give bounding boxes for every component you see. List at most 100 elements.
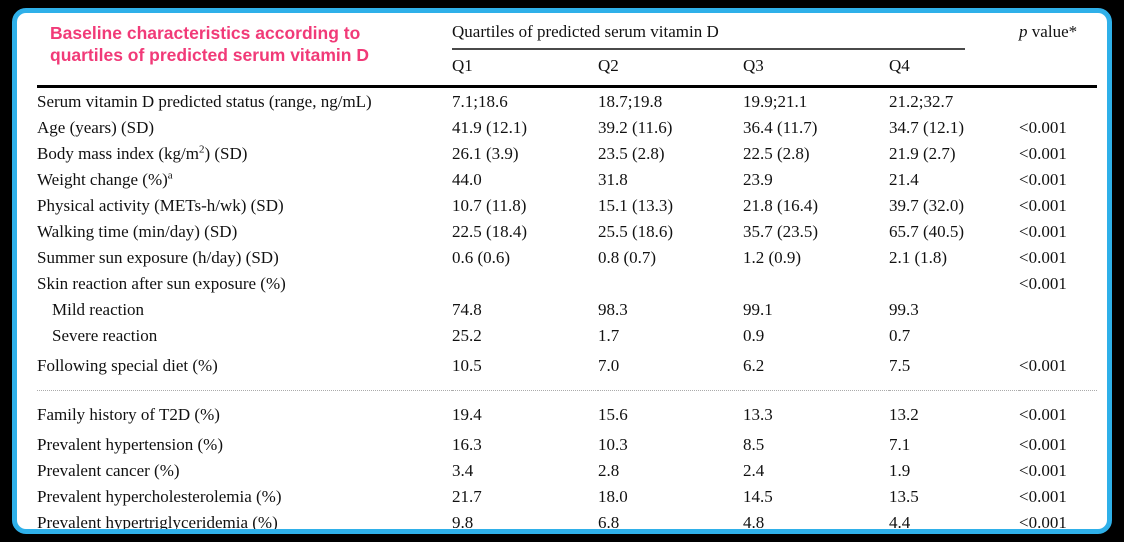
cell-q4: 21.9 (2.7) — [889, 144, 956, 163]
cell-q2: 25.5 (18.6) — [598, 222, 674, 241]
column-header-q4: Q4 — [889, 56, 1020, 88]
quartiles-group-label: Quartiles of predicted serum vitamin D — [452, 22, 966, 50]
cell-q2: 2.8 — [598, 461, 620, 480]
cell-q2 — [598, 270, 743, 296]
cell-q3: 6.2 — [743, 348, 889, 391]
label-superscript: a — [167, 169, 173, 182]
quartiles-group-header: Quartiles of predicted serum vitamin D — [452, 16, 1019, 56]
cell-p: <0.001 — [1019, 196, 1067, 215]
row-label: Prevalent hypertension (%) — [37, 435, 223, 454]
table-row: Severe reaction 25.2 1.7 0.9 0.7 — [37, 322, 1097, 348]
p-header-rest: value* — [1027, 22, 1078, 41]
cell-q2: 15.1 (13.3) — [598, 196, 674, 215]
p-value-header: p value* — [1019, 16, 1097, 56]
cell-q2: 23.5 (2.8) — [598, 144, 665, 163]
cell-q3: 36.4 (11.7) — [743, 118, 818, 137]
cell-q2: 31.8 — [598, 170, 628, 189]
cell-q1: 44.0 — [452, 170, 482, 189]
cell-q2: 15.6 — [598, 405, 628, 424]
p-header-italic: p — [1019, 22, 1028, 41]
header-quartile-row: Q1 Q2 Q3 Q4 — [37, 56, 1097, 88]
row-label: Prevalent cancer (%) — [37, 461, 180, 480]
cell-q1: 25.2 — [452, 326, 482, 345]
cell-q3: 0.9 — [743, 326, 765, 345]
cell-q4: 21.2;32.7 — [889, 92, 954, 111]
cell-q1: 0.6 (0.6) — [452, 248, 511, 267]
cell-p: <0.001 — [1019, 513, 1067, 532]
table-frame: Baseline characteristics according to qu… — [12, 8, 1112, 534]
cell-q1 — [452, 270, 598, 296]
cell-p: <0.001 — [1019, 435, 1067, 454]
cell-q4: 21.4 — [889, 170, 919, 189]
row-label: Summer sun exposure (h/day) (SD) — [37, 248, 279, 267]
cell-q3: 35.7 (23.5) — [743, 222, 819, 241]
row-label: Severe reaction — [52, 326, 158, 345]
row-label: Prevalent hypercholesterolemia (%) — [37, 487, 282, 506]
table-row: Age (years) (SD) 41.9 (12.1) 39.2 (11.6) 36… — [37, 114, 1097, 140]
table-row: Skin reaction after sun exposure (%) <0.0… — [37, 270, 1097, 296]
cell-q4: 39.7 (32.0) — [889, 196, 965, 215]
table-row: Following special diet (%) 10.5 7.0 6.2 7.5 <… — [37, 348, 1097, 391]
cell-q2: 18.0 — [598, 487, 628, 506]
cell-p: <0.001 — [1019, 170, 1067, 189]
table-body: Serum vitamin D predicted status (range,… — [37, 87, 1097, 532]
cell-p — [1019, 322, 1097, 348]
cell-q2: 1.7 — [598, 326, 620, 345]
cell-q2: 7.0 — [598, 348, 743, 391]
baseline-characteristics-table: Baseline characteristics according to qu… — [37, 16, 1097, 532]
cell-p: <0.001 — [1019, 118, 1067, 137]
table-row: Prevalent hypercholesterolemia (%) 21.7 18… — [37, 483, 1097, 509]
row-label: Serum vitamin D predicted status (range,… — [37, 92, 372, 111]
row-label: Physical activity (METs-h/wk) (SD) — [37, 196, 284, 215]
cell-q1: 21.7 — [452, 487, 482, 506]
table-title-cell: Baseline characteristics according to qu… — [37, 16, 452, 88]
table-row: Physical activity (METs-h/wk) (SD) 10.7 (… — [37, 192, 1097, 218]
cell-q4: 65.7 (40.5) — [889, 222, 965, 241]
cell-q4: 34.7 (12.1) — [889, 118, 965, 137]
table-row: Prevalent hypertriglyceridemia (%) 9.8 6.8… — [37, 509, 1097, 532]
cell-p: <0.001 — [1019, 348, 1097, 391]
cell-p: <0.001 — [1019, 461, 1067, 480]
cell-q2: 10.3 — [598, 435, 628, 454]
row-label: Family history of T2D (%) — [37, 405, 220, 424]
cell-q1: 3.4 — [452, 461, 474, 480]
row-label: Prevalent hypertriglyceridemia (%) — [37, 513, 278, 532]
header-group-row: Baseline characteristics according to qu… — [37, 16, 1097, 88]
cell-q3: 4.8 — [743, 513, 765, 532]
table-row: Prevalent hypertension (%) 16.3 10.3 8.5 7.1… — [37, 431, 1097, 457]
column-header-q1: Q1 — [452, 56, 598, 88]
cell-p — [1019, 87, 1097, 115]
cell-q2: 39.2 (11.6) — [598, 118, 673, 137]
cell-q1: 19.4 — [452, 405, 482, 424]
cell-q3: 99.1 — [743, 300, 773, 319]
cell-p — [1019, 296, 1097, 322]
cell-q4: 7.5 — [889, 348, 1020, 391]
cell-p: <0.001 — [1019, 487, 1067, 506]
table-row: Weight change (%)a 44.0 31.8 23.9 21.4 <0.001 — [37, 166, 1097, 192]
cell-q4: 4.4 — [889, 513, 911, 532]
cell-q1: 41.9 (12.1) — [452, 118, 528, 137]
cell-q1: 26.1 (3.9) — [452, 144, 519, 163]
cell-q3: 13.3 — [743, 405, 773, 424]
label-superscript: 2 — [198, 143, 205, 156]
cell-p: <0.001 — [1019, 274, 1067, 293]
cell-q4: 13.5 — [889, 487, 919, 506]
cell-q2: 6.8 — [598, 513, 620, 532]
table-row: Body mass index (kg/m2) (SD) 26.1 (3.9) 23… — [37, 140, 1097, 166]
table-row: Family history of T2D (%) 19.4 15.6 13.3 13.… — [37, 391, 1097, 432]
cell-q4: 99.3 — [889, 300, 919, 319]
cell-p: <0.001 — [1019, 222, 1067, 241]
column-header-q3: Q3 — [743, 56, 889, 88]
cell-q3: 22.5 (2.8) — [743, 144, 810, 163]
cell-q2: 98.3 — [598, 300, 628, 319]
cell-q1: 9.8 — [452, 513, 474, 532]
table-row: Walking time (min/day) (SD) 22.5 (18.4) 25… — [37, 218, 1097, 244]
cell-q4: 1.9 — [889, 461, 911, 480]
cell-q4: 0.7 — [889, 326, 911, 345]
cell-q2: 18.7;19.8 — [598, 92, 663, 111]
row-label: Following special diet (%) — [37, 348, 452, 391]
table-row: Summer sun exposure (h/day) (SD) 0.6 (0.6… — [37, 244, 1097, 270]
cell-q1: 10.7 (11.8) — [452, 196, 527, 215]
cell-q3 — [743, 270, 889, 296]
cell-q3: 23.9 — [743, 170, 773, 189]
